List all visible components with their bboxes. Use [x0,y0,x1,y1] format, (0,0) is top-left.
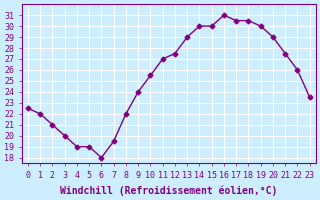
X-axis label: Windchill (Refroidissement éolien,°C): Windchill (Refroidissement éolien,°C) [60,185,277,196]
